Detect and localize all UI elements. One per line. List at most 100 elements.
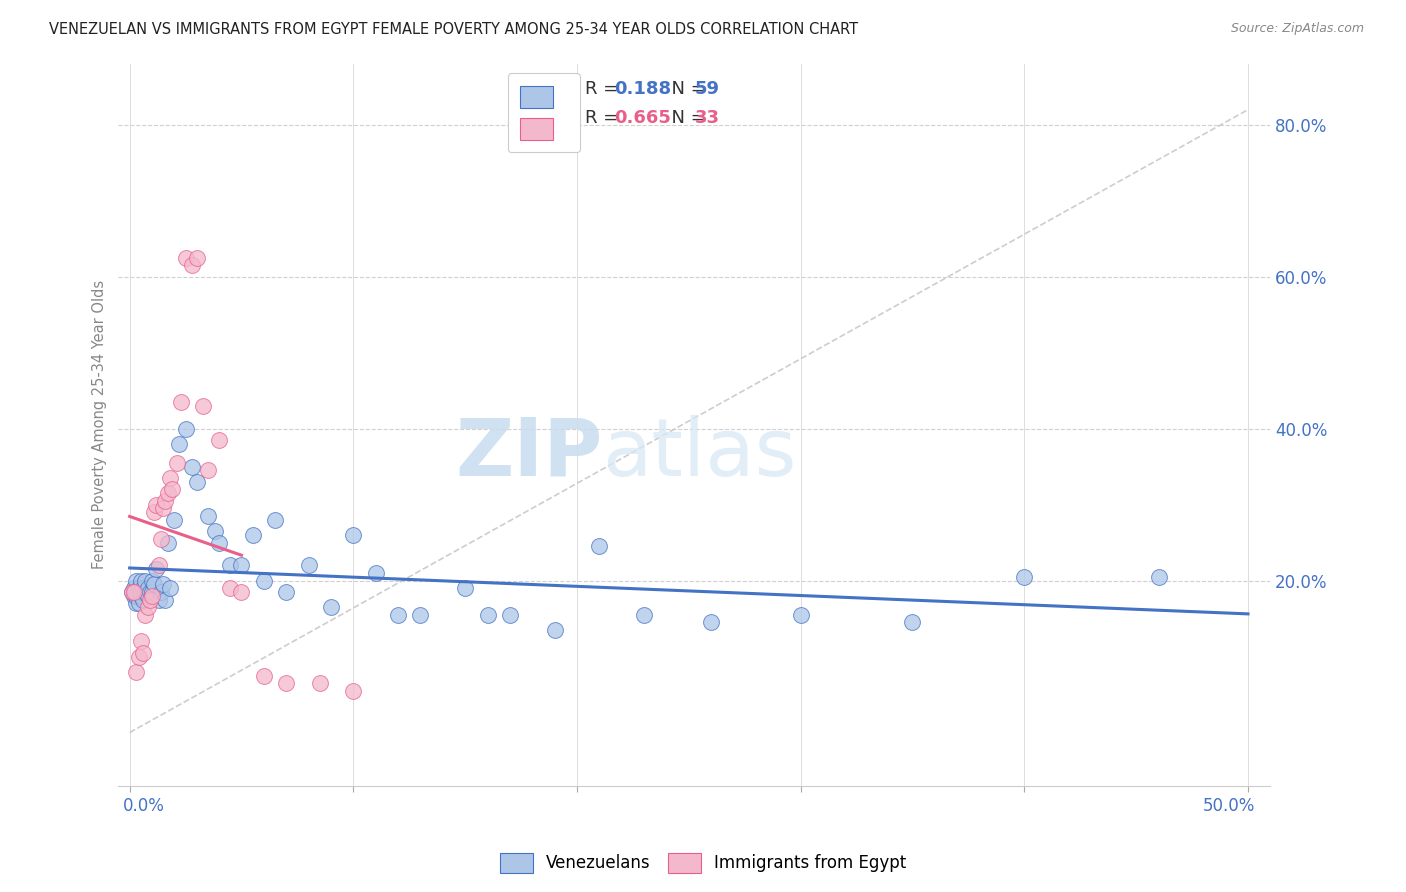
Point — [253, 668, 276, 682]
Point — [219, 581, 242, 595]
Point — [174, 251, 197, 265]
Text: atlas: atlas — [602, 415, 797, 492]
Point — [121, 585, 143, 599]
Text: 0.0%: 0.0% — [122, 797, 165, 815]
Point — [1147, 570, 1170, 584]
Text: 0.665: 0.665 — [614, 109, 671, 128]
Point — [139, 592, 162, 607]
Point — [166, 456, 188, 470]
Point — [163, 513, 186, 527]
Text: 0.188: 0.188 — [614, 80, 671, 98]
Text: R =: R = — [585, 109, 624, 128]
Point — [122, 589, 145, 603]
Point — [125, 574, 148, 588]
Point — [231, 558, 253, 573]
Point — [136, 600, 159, 615]
Point — [219, 558, 242, 573]
Text: 59: 59 — [695, 80, 720, 98]
Point — [181, 459, 204, 474]
Point — [231, 585, 253, 599]
Point — [148, 558, 170, 573]
Point — [125, 665, 148, 679]
Point — [901, 615, 924, 630]
Point — [319, 600, 342, 615]
Text: 33: 33 — [695, 109, 720, 128]
Point — [342, 683, 364, 698]
Point — [156, 486, 179, 500]
Point — [122, 585, 145, 599]
Text: N =: N = — [659, 109, 711, 128]
Point — [588, 540, 610, 554]
Point — [136, 581, 159, 595]
Point — [186, 251, 208, 265]
Point — [141, 589, 163, 603]
Text: VENEZUELAN VS IMMIGRANTS FROM EGYPT FEMALE POVERTY AMONG 25-34 YEAR OLDS CORRELA: VENEZUELAN VS IMMIGRANTS FROM EGYPT FEMA… — [49, 22, 858, 37]
Point — [789, 607, 811, 622]
Point — [159, 581, 181, 595]
Text: Source: ZipAtlas.com: Source: ZipAtlas.com — [1230, 22, 1364, 36]
Point — [143, 505, 166, 519]
Point — [477, 607, 499, 622]
Point — [186, 475, 208, 489]
Point — [1014, 570, 1036, 584]
Point — [197, 463, 219, 477]
Point — [342, 528, 364, 542]
Point — [181, 258, 204, 272]
Point — [242, 528, 264, 542]
Point — [633, 607, 655, 622]
Text: R =: R = — [585, 80, 624, 98]
Point — [139, 585, 162, 599]
Point — [143, 577, 166, 591]
Point — [170, 395, 193, 409]
Point — [141, 585, 163, 599]
Point — [159, 471, 181, 485]
Point — [149, 532, 172, 546]
Point — [136, 589, 159, 603]
Point — [543, 623, 565, 637]
Point — [204, 524, 226, 539]
Legend: Venezuelans, Immigrants from Egypt: Venezuelans, Immigrants from Egypt — [494, 847, 912, 880]
Point — [276, 676, 298, 690]
Point — [128, 649, 150, 664]
Point — [409, 607, 432, 622]
Point — [129, 589, 152, 603]
Point — [364, 566, 387, 580]
Point — [197, 509, 219, 524]
Point — [132, 592, 155, 607]
Point — [122, 581, 145, 595]
Point — [141, 574, 163, 588]
Point — [149, 585, 172, 599]
Point — [128, 581, 150, 595]
Text: ZIP: ZIP — [456, 415, 602, 492]
Point — [152, 501, 174, 516]
Point — [208, 433, 231, 447]
Point — [121, 585, 143, 599]
Point — [454, 581, 477, 595]
Point — [129, 585, 152, 599]
Point — [167, 437, 190, 451]
Point — [125, 589, 148, 603]
Point — [145, 498, 167, 512]
Legend: , : , — [508, 73, 579, 153]
Point — [134, 607, 156, 622]
Point — [700, 615, 723, 630]
Text: N =: N = — [659, 80, 711, 98]
Point — [193, 399, 215, 413]
Point — [264, 513, 287, 527]
Point — [152, 577, 174, 591]
Point — [156, 535, 179, 549]
Point — [155, 493, 177, 508]
Point — [132, 581, 155, 595]
Point — [145, 562, 167, 576]
Point — [253, 574, 276, 588]
Point — [308, 676, 330, 690]
Point — [134, 585, 156, 599]
Point — [208, 535, 231, 549]
Point — [387, 607, 409, 622]
Y-axis label: Female Poverty Among 25-34 Year Olds: Female Poverty Among 25-34 Year Olds — [93, 280, 107, 569]
Point — [125, 596, 148, 610]
Point — [499, 607, 522, 622]
Point — [174, 422, 197, 436]
Point — [129, 634, 152, 648]
Point — [134, 574, 156, 588]
